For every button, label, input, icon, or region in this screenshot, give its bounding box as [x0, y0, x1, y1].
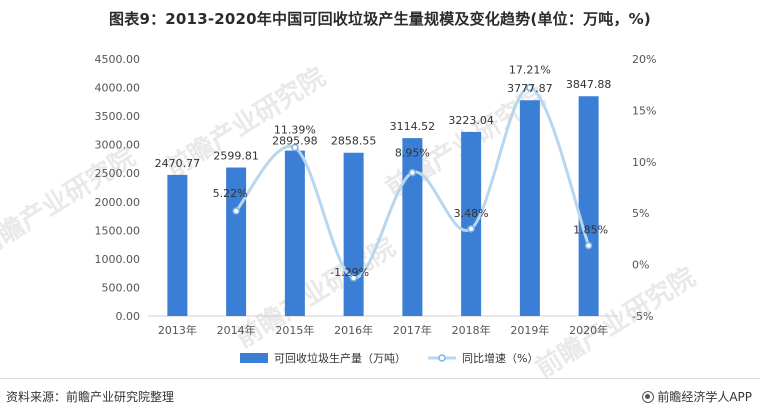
bar-value-label: 3114.52 [390, 120, 436, 133]
legend-line-label: 同比增速（%） [462, 351, 538, 365]
axes-layer: 0.00 500.00 1000.00 1500.00 2000.00 2500.00 30… [95, 53, 657, 337]
bar-value-label: 3223.04 [448, 114, 494, 127]
y-left-tick-label: 4000.00 [95, 82, 141, 95]
y-right-tick-label: 20% [632, 53, 656, 66]
brand-name: 前瞻经济学人APP [657, 390, 752, 404]
bar-value-label: 3847.88 [566, 78, 612, 91]
combo-chart: 前瞻产业研究院前瞻产业研究院前瞻产业研究院前瞻产业研究院前瞻产业研究院 0.00… [0, 53, 701, 378]
x-tick-label: 2019年 [510, 323, 549, 337]
y-left-tick-label: 500.00 [102, 281, 141, 294]
source-note: 资料来源：前瞻产业研究院整理 [6, 390, 175, 404]
growth-point [349, 274, 358, 282]
growth-point [467, 225, 475, 233]
bar-value-label: 2470.77 [155, 157, 201, 170]
bar [578, 96, 599, 316]
growth-point [526, 83, 534, 92]
y-left-tick-label: 4500.00 [95, 53, 141, 66]
y-left-tick-label: 3500.00 [95, 110, 141, 123]
growth-point [291, 143, 299, 152]
y-right-tick-label: 5% [632, 207, 649, 220]
brand-credit: 前瞻经济学人APP [642, 388, 752, 405]
chart-title: 图表9：2013-2020年中国可回收垃圾产生量规模及变化趋势(单位：万吨，%) [109, 10, 651, 28]
y-right-tick-label: 15% [632, 104, 656, 117]
growth-value-label: 17.21% [509, 64, 551, 77]
growth-point [584, 241, 593, 250]
bar [167, 174, 188, 316]
y-left-tick-label: 1000.00 [95, 253, 141, 266]
line-layer [232, 83, 593, 282]
bar-value-label: 2858.55 [331, 135, 377, 148]
y-left-tick-label: 0.00 [116, 310, 141, 323]
growth-point [408, 168, 417, 177]
growth-value-label: 5.22% [213, 187, 248, 200]
bar [402, 138, 423, 316]
growth-value-label: -1.29% [330, 266, 369, 279]
bar [343, 152, 364, 316]
y-left-tick-label: 3000.00 [95, 139, 141, 152]
watermark-text: 前瞻产业研究院 [530, 261, 701, 378]
legend-bar-swatch [240, 353, 268, 363]
bar [519, 100, 540, 317]
y-left-tick-label: 2000.00 [95, 196, 141, 209]
y-right-tick-label: 10% [632, 156, 656, 169]
legend: 可回收垃圾生产量（万吨） 同比增速（%） [240, 351, 538, 365]
y-right-tick-label: 0% [632, 259, 649, 272]
growth-value-label: 8.95% [395, 147, 430, 160]
y-left-tick-label: 2500.00 [95, 167, 141, 180]
bar-value-label: 2599.81 [213, 150, 259, 163]
growth-value-label: 3.48% [454, 207, 489, 220]
growth-value-label: 11.39% [274, 124, 316, 137]
growth-point [232, 207, 240, 215]
footer: 资料来源：前瞻产业研究院整理 前瞻经济学人APP [0, 378, 760, 413]
x-tick-label: 2013年 [158, 323, 197, 337]
x-tick-label: 2020年 [569, 323, 608, 337]
legend-bar-label: 可回收垃圾生产量（万吨） [274, 351, 406, 365]
y-right-tick-label: -5% [632, 310, 653, 323]
bar-value-label: 2895.98 [272, 135, 318, 148]
growth-value-label: 1.85% [573, 224, 608, 237]
legend-line-marker [438, 354, 446, 362]
x-tick-label: 2016年 [334, 323, 373, 337]
labels-layer: 2470.77 2599.81 2895.98 2858.55 3114.52 3223.… [155, 64, 612, 279]
brand-logo-icon [642, 391, 655, 403]
x-tick-label: 2015年 [275, 323, 314, 337]
x-tick-label: 2014年 [217, 323, 256, 337]
x-tick-label: 2017年 [393, 323, 432, 337]
y-left-tick-label: 1500.00 [95, 224, 141, 237]
bar [461, 131, 482, 316]
x-tick-label: 2018年 [452, 323, 491, 337]
bar [284, 150, 305, 316]
bar-value-label: 3777.87 [507, 82, 553, 95]
